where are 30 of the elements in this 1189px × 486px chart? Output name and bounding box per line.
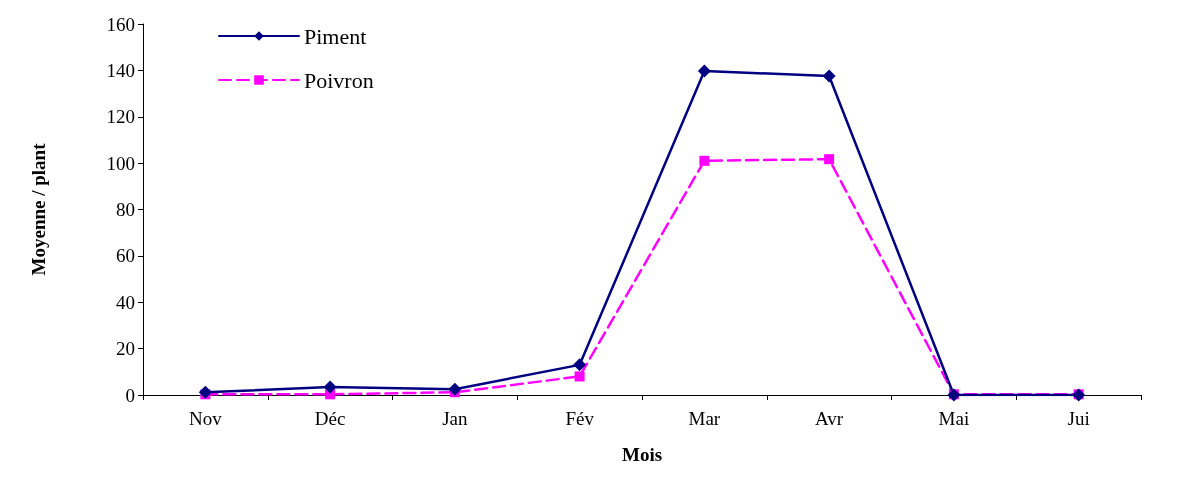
point (573, 358, 587, 372)
x-tick-label: Mar (688, 408, 721, 429)
x-tick-label: Avr (815, 408, 844, 429)
y-tick-label: 80 (116, 199, 135, 220)
y-tick-label: 20 (116, 338, 135, 360)
y-tick-label: 140 (106, 59, 135, 81)
x-tick-label: Jan (442, 408, 469, 429)
legend-label: Piment (304, 23, 367, 49)
point (822, 69, 836, 83)
point (699, 155, 710, 166)
y-tick-label: 0 (125, 384, 135, 406)
x-tick-label: Nov (189, 408, 223, 429)
y-tick-label: 60 (116, 245, 135, 267)
x-axis-title: Mois (621, 444, 663, 465)
y-tick-label: 120 (106, 106, 135, 128)
point (697, 64, 711, 78)
point (824, 154, 835, 165)
point (198, 385, 212, 399)
point (323, 380, 337, 394)
y-tick-label: 160 (106, 13, 135, 35)
y-axis-title: Moyenne / plant (28, 142, 49, 276)
point (574, 371, 585, 382)
y-tick-label: 40 (116, 291, 135, 313)
x-tick-label: Déc (314, 408, 346, 429)
point (448, 382, 462, 396)
x-tick-label: Fév (565, 408, 595, 429)
x-tick-label: Mai (938, 408, 970, 429)
y-tick-label: 100 (106, 152, 135, 174)
x-tick-label: Jui (1067, 408, 1090, 429)
legend-label: Poivron (304, 67, 374, 93)
